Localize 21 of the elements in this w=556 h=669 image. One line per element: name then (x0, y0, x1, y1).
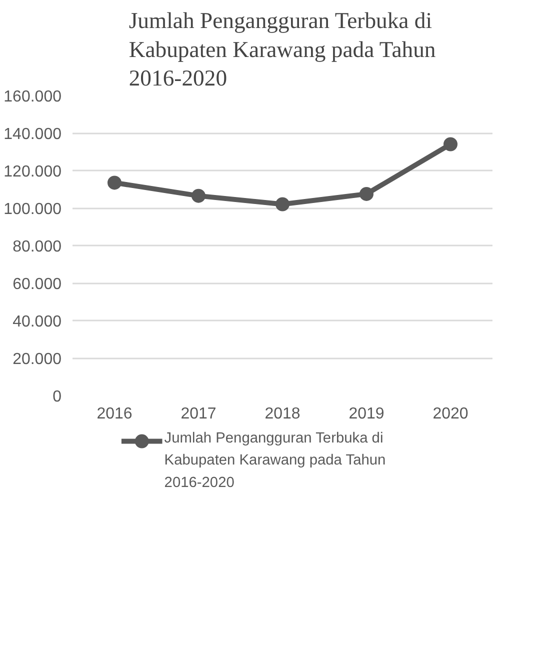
point (276, 197, 290, 212)
point (192, 188, 206, 203)
x-tick-label: 2017 (180, 406, 216, 422)
y-tick-label: 80.000 (12, 238, 62, 256)
chart-title: Jumlah Pengangguran Terbuka di Kabupaten Karawang pada Tahun 2016-2020 (128, 8, 436, 90)
y-tick-label: 40.000 (12, 314, 62, 330)
x-tick-label: 2020 (432, 406, 468, 422)
point (444, 137, 458, 152)
point (108, 176, 122, 190)
y-tick-label: 120.000 (4, 164, 62, 180)
x-tick-label: 2018 (264, 406, 300, 422)
y-tick-label: 140.000 (4, 126, 62, 143)
legend-label: Jumlah Pengangguran Terbuka di Kabupaten Karawang pada Tahun 2016-2020 (164, 430, 386, 492)
y-tick-label: 160.000 (4, 88, 62, 106)
x-tick-label: 2019 (348, 406, 384, 422)
point (360, 186, 374, 201)
y-tick-label: 20.000 (12, 351, 62, 368)
y-tick-label: 100.000 (4, 201, 62, 218)
y-tick-label: 0 (52, 388, 62, 406)
y-tick-label: 60.000 (12, 276, 62, 293)
x-tick-label: 2016 (96, 406, 132, 422)
